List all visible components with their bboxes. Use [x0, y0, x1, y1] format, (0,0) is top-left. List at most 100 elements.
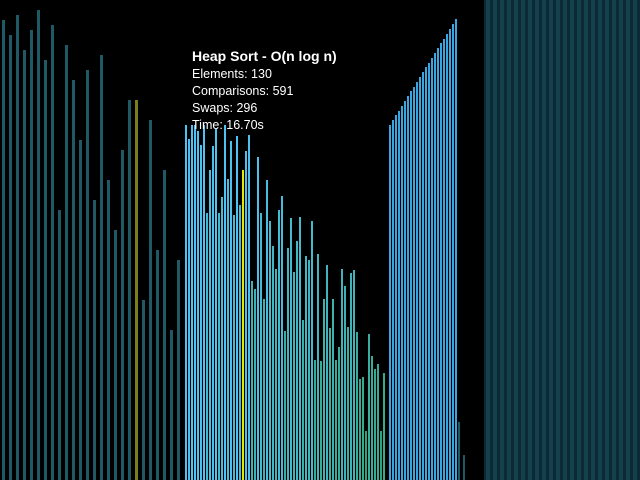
heap-bar: [191, 125, 193, 480]
heap-bar: [79, 140, 82, 480]
heap-bar: [287, 248, 289, 480]
sorted-bar: [446, 34, 448, 480]
heap-bar: [251, 281, 253, 480]
heap-bar: [380, 431, 382, 480]
heap-bar: [350, 273, 352, 480]
mirror-bar: [486, 0, 490, 480]
mirror-bar: [493, 0, 497, 480]
heap-bar: [156, 250, 159, 480]
heap-bar: [362, 377, 364, 480]
sorted-bar: [401, 106, 403, 480]
heap-bar: [188, 139, 190, 480]
heap-bar: [383, 373, 385, 480]
heap-bar: [245, 151, 247, 480]
sorted-bar: [425, 67, 427, 480]
heap-bar: [320, 361, 322, 480]
mirror-bar: [507, 0, 511, 480]
mirror-bar: [521, 0, 525, 480]
sorted-bar: [428, 63, 430, 480]
sorted-bar: [434, 53, 436, 480]
heap-bar: [65, 45, 68, 480]
sorted-bar: [422, 72, 424, 480]
heap-bar: [326, 265, 328, 480]
heap-bar: [86, 70, 89, 480]
heap-bar: [9, 35, 12, 480]
heap-bar: [275, 269, 277, 480]
heap-bar: [269, 221, 271, 480]
mirror-bar: [570, 0, 574, 480]
heap-bar: [212, 146, 214, 480]
heap-bar: [163, 170, 166, 480]
heap-bar: [302, 320, 304, 480]
elements-count: Elements: 130: [192, 67, 272, 81]
sorted-bar: [398, 111, 400, 480]
heap-bar: [44, 60, 47, 480]
heap-bar: [236, 136, 238, 480]
heap-bar: [299, 217, 301, 480]
heap-bar: [305, 256, 307, 480]
heap-bar: [296, 241, 298, 480]
stats-overlay: Heap Sort - O(n log n) Elements: 130 Com…: [192, 48, 337, 134]
mirror-bar: [458, 422, 460, 480]
heap-bar: [338, 347, 340, 480]
heap-bar: [359, 379, 361, 480]
heap-bar: [121, 150, 124, 480]
heap-bar: [284, 331, 286, 480]
heap-bar: [311, 221, 313, 480]
mirror-bar: [549, 0, 553, 480]
heap-bar: [341, 269, 343, 480]
heap-bar: [323, 299, 325, 480]
sorted-bar: [404, 101, 406, 480]
sorted-bar: [440, 43, 442, 480]
heap-bar: [248, 135, 250, 480]
heap-bar: [356, 332, 358, 480]
heap-bar: [16, 15, 19, 480]
mirror-bar: [591, 0, 595, 480]
sorted-bar: [452, 24, 454, 480]
heap-bar: [314, 360, 316, 480]
heap-bar: [149, 120, 152, 480]
sorted-bar: [449, 29, 451, 480]
sorted-bar: [437, 48, 439, 480]
heap-bar: [230, 141, 232, 480]
sorted-bar: [395, 115, 397, 480]
sorted-bar: [410, 91, 412, 480]
sorted-bar: [389, 125, 391, 480]
sorted-bar: [455, 19, 457, 480]
mirror-bar: [463, 455, 465, 480]
mirror-bar: [626, 0, 630, 480]
heap-bar: [272, 246, 274, 480]
heap-bar-highlight: [135, 100, 138, 480]
mirror-bar: [577, 0, 581, 480]
heap-bar: [100, 55, 103, 480]
right-gap: [460, 0, 484, 480]
heap-bar: [194, 125, 196, 480]
heap-bar: [128, 100, 131, 480]
heap-bar: [254, 289, 256, 480]
heap-bar: [203, 125, 205, 480]
heap-bar: [329, 328, 331, 480]
mirror-bar: [598, 0, 602, 480]
heap-bar: [51, 25, 54, 480]
heap-bar: [221, 197, 223, 480]
heap-bar: [170, 330, 173, 480]
heap-bar: [197, 131, 199, 480]
mirror-bar: [542, 0, 546, 480]
heap-bar: [177, 260, 180, 480]
mirror-bar: [612, 0, 616, 480]
heap-bar: [72, 80, 75, 480]
heap-bar: [107, 180, 110, 480]
heap-bar: [23, 50, 26, 480]
mirror-bar: [563, 0, 567, 480]
mirror-bar: [514, 0, 518, 480]
mirror-bar: [584, 0, 588, 480]
heap-bar: [266, 180, 268, 480]
heap-bar: [142, 300, 145, 480]
mirror-bar: [633, 0, 637, 480]
heap-bar: [332, 299, 334, 480]
heap-bar: [224, 125, 226, 480]
heap-bar: [377, 364, 379, 480]
heap-bar: [58, 210, 61, 480]
swaps-count: Swaps: 296: [192, 101, 258, 115]
